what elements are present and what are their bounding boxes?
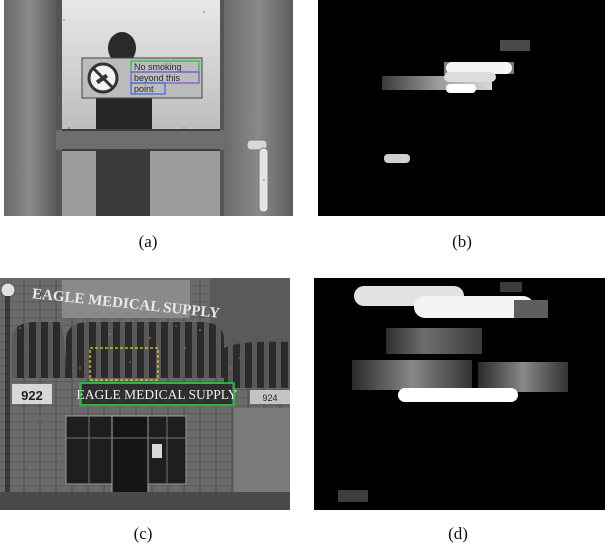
- response-blob: [514, 300, 548, 318]
- detection-box-store-sign: [79, 382, 235, 406]
- sign-line-2: beyond this: [134, 73, 181, 83]
- response-blob: [478, 362, 568, 392]
- panel-a-image: No smoking beyond this point: [4, 0, 293, 216]
- sign-line-3: point: [134, 84, 154, 94]
- response-blob: [446, 84, 476, 93]
- sign-line-1: No smoking: [134, 62, 182, 72]
- response-blob: [398, 388, 518, 402]
- response-blob: [352, 360, 472, 390]
- caption-a: (a): [138, 232, 158, 251]
- caption-d: (d): [448, 524, 468, 543]
- response-blob: [384, 154, 410, 163]
- detection-box-line-3: [130, 82, 166, 95]
- panel-b-response-map: [318, 0, 605, 216]
- house-number-left: 922: [21, 388, 43, 403]
- response-blob: [500, 282, 522, 292]
- store-sign-text: EAGLE MEDICAL SUPPLY: [77, 387, 238, 402]
- response-blob: [386, 328, 482, 354]
- caption-c: (c): [133, 524, 153, 543]
- panel-d-response-map: [314, 278, 605, 510]
- caption-b: (b): [452, 232, 472, 251]
- response-blob: [338, 490, 368, 502]
- response-blob: [444, 72, 496, 82]
- response-blob: [500, 40, 530, 51]
- panel-c-image: EAGLE MEDICAL SUPPLY 922 924 EAGLE MEDIC…: [0, 278, 290, 510]
- house-number-right: 924: [262, 393, 277, 403]
- response-blob: [414, 296, 534, 318]
- response-blob: [446, 62, 512, 74]
